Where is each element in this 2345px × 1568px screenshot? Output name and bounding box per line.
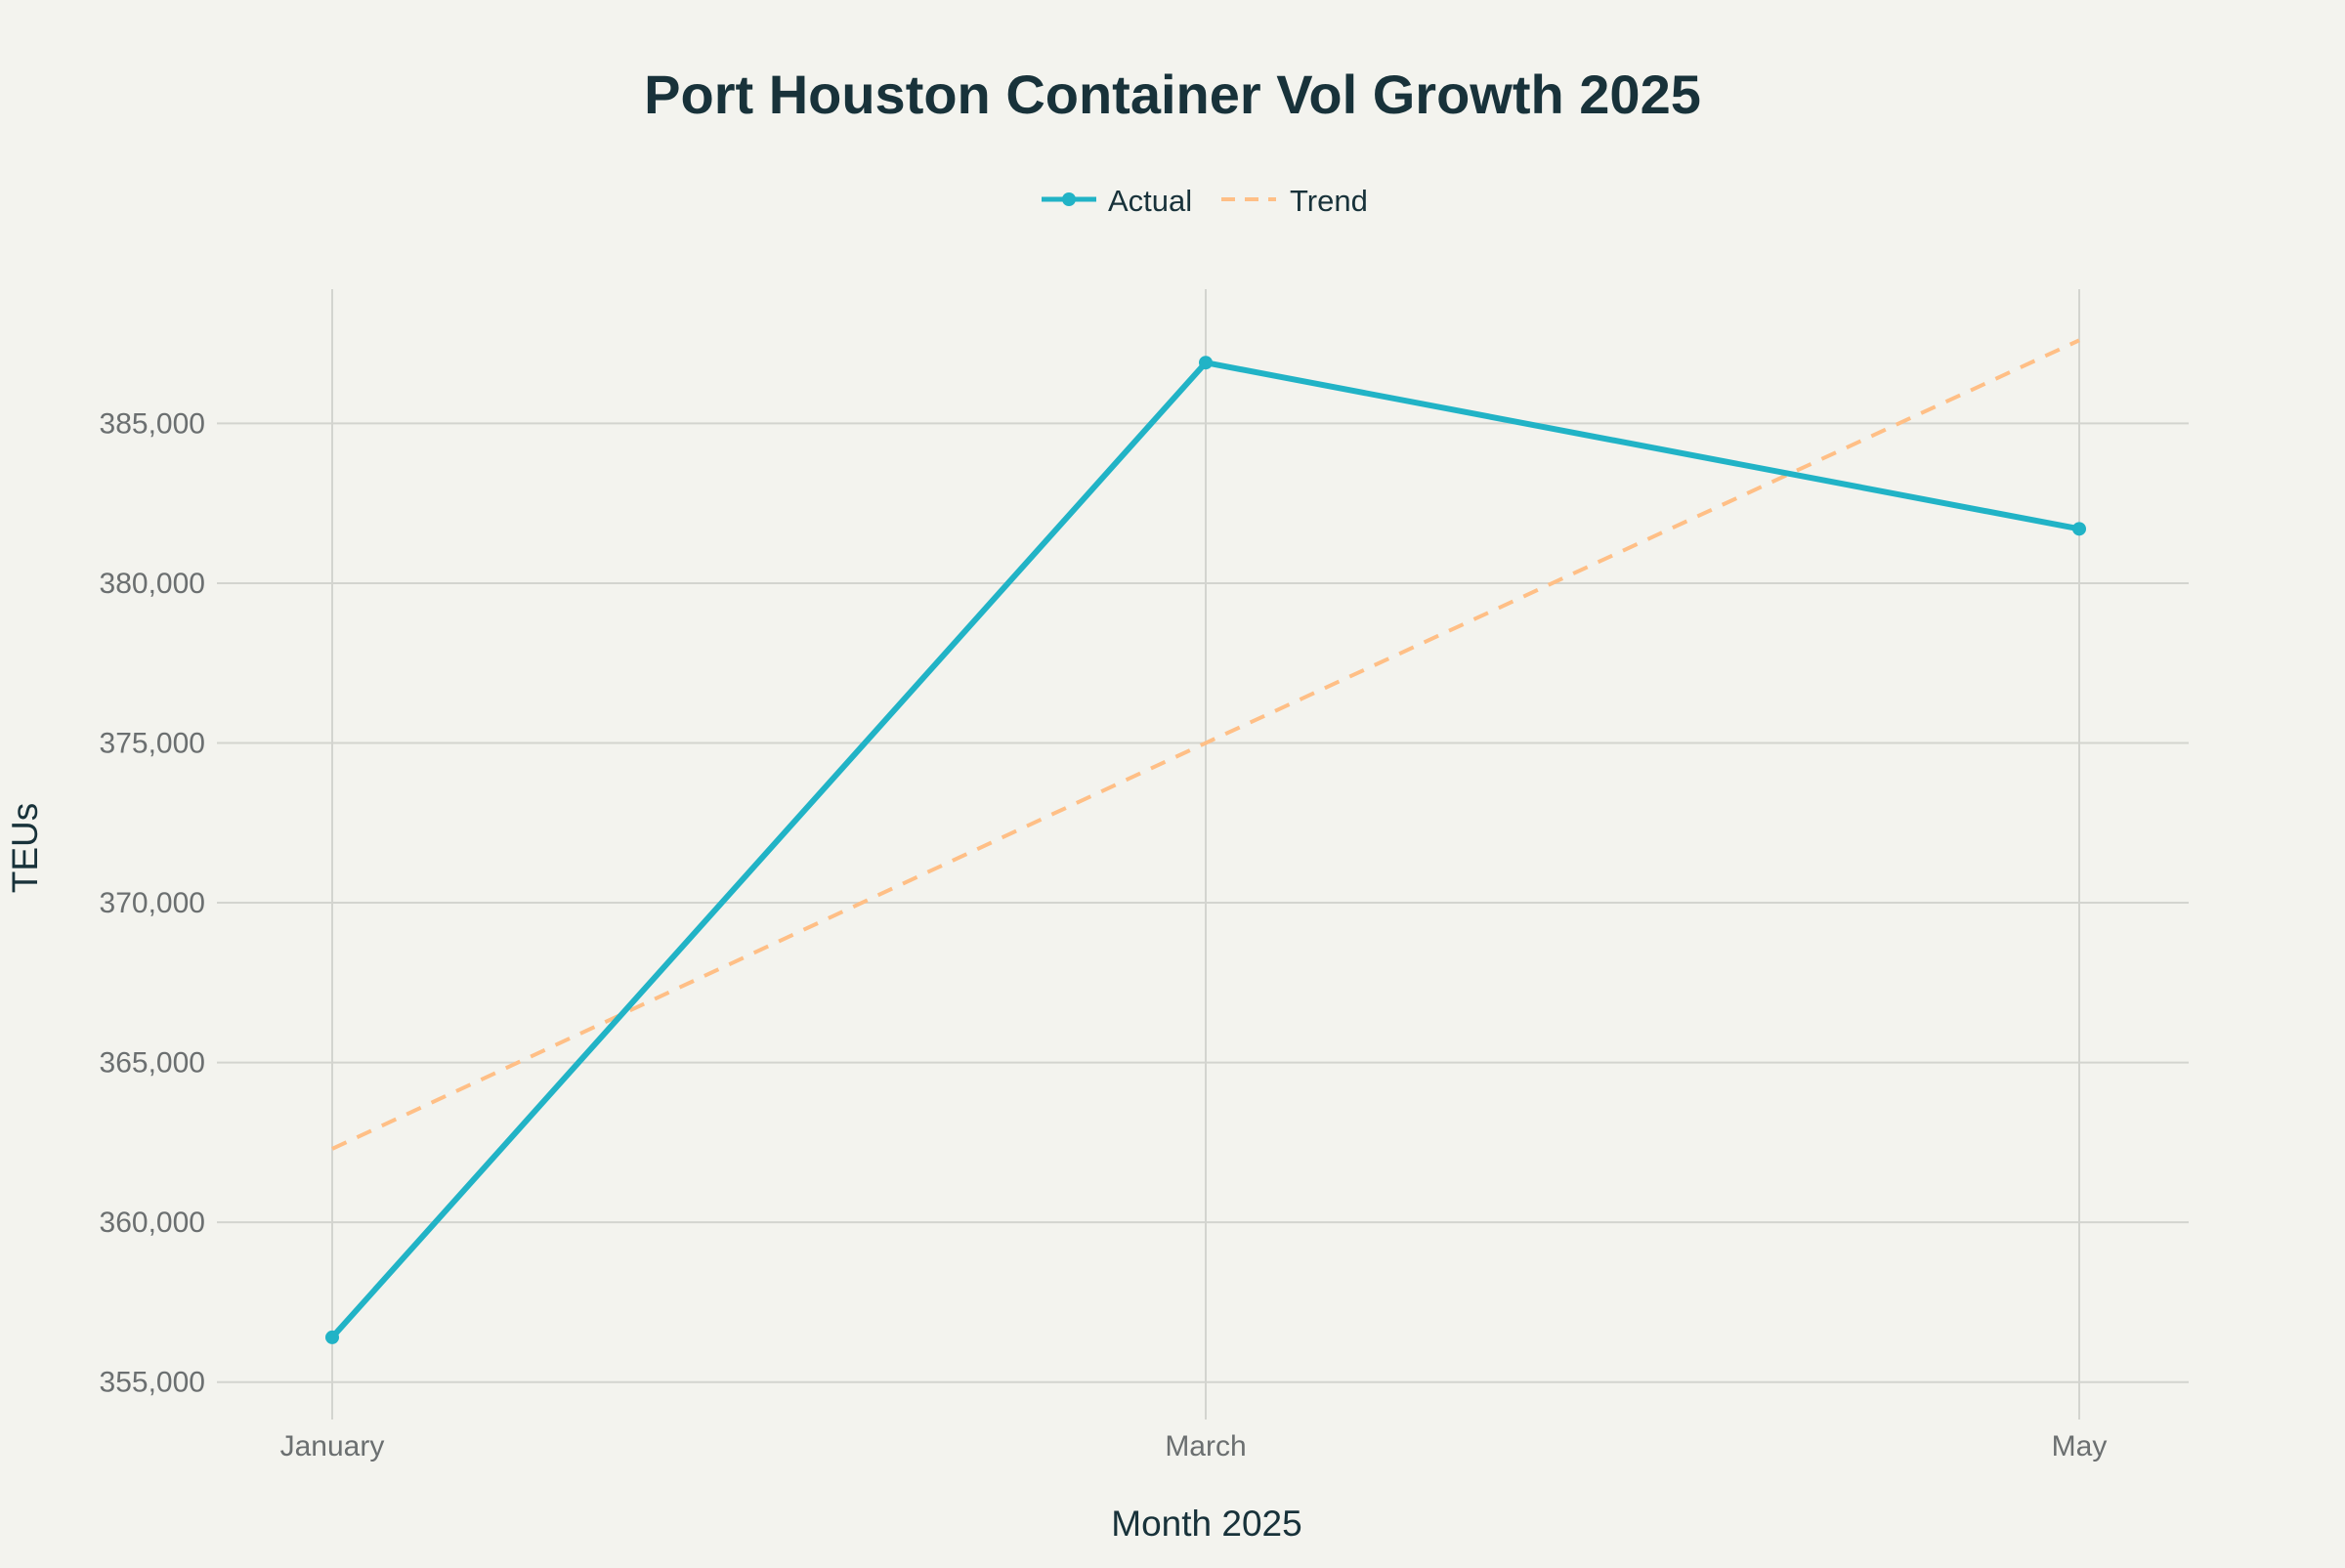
x-tick-label: May	[2052, 1430, 2108, 1462]
legend-actual-marker	[1062, 192, 1076, 206]
gridlines	[217, 289, 2189, 1420]
chart-title: Port Houston Container Vol Growth 2025	[644, 64, 1701, 125]
y-tick-label: 360,000	[100, 1207, 205, 1239]
series-line-trend	[331, 338, 2080, 1151]
legend-actual-label: Actual	[1108, 184, 1192, 218]
data-point-actual	[1199, 356, 1213, 370]
x-tick-label: January	[280, 1430, 385, 1462]
data-point-actual	[2072, 522, 2086, 536]
y-tick-label: 365,000	[100, 1047, 205, 1080]
legend-trend-label: Trend	[1290, 184, 1368, 218]
y-tick-label: 385,000	[100, 407, 205, 440]
x-tick-label: March	[1165, 1430, 1246, 1462]
legend: Actual Trend	[1042, 184, 1368, 218]
y-tick-label: 355,000	[100, 1367, 205, 1399]
y-axis-title: TEUs	[5, 803, 45, 894]
data-point-actual	[325, 1330, 339, 1344]
x-axis-title: Month 2025	[1111, 1504, 1301, 1544]
axis-ticks: 355,000 360,000 365,000 370,000 375,000 380,0…	[100, 407, 2108, 1462]
y-tick-label: 370,000	[100, 887, 205, 919]
y-tick-label: 380,000	[100, 568, 205, 600]
series-layer	[325, 338, 2086, 1344]
y-tick-label: 375,000	[100, 728, 205, 760]
